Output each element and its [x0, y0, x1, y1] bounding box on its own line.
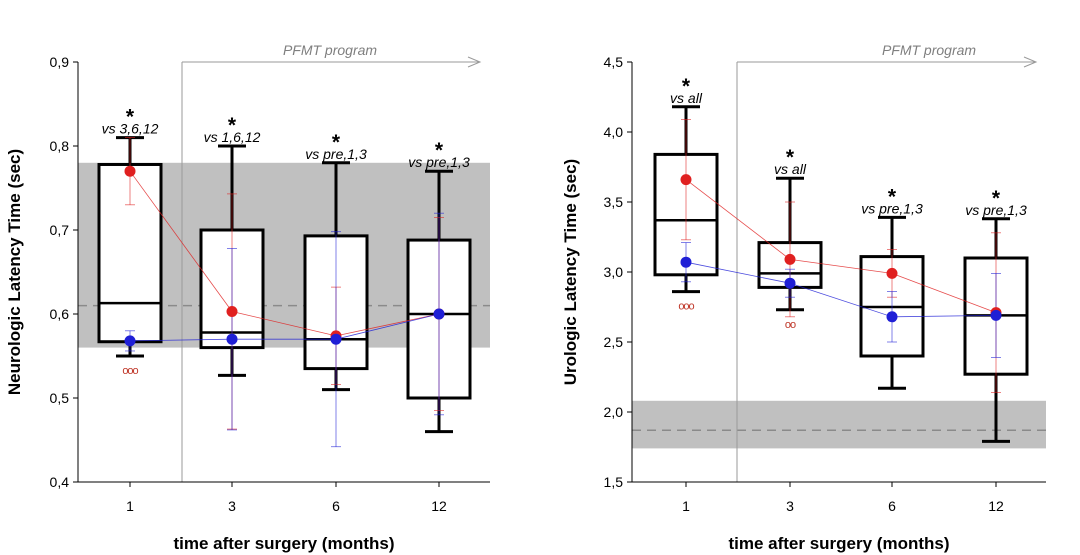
- data-point: [886, 267, 898, 279]
- x-tick-label: 1: [126, 498, 134, 514]
- x-tick-label: 6: [332, 498, 340, 514]
- x-tick-label: 3: [786, 498, 794, 514]
- significance-circles: ooo: [122, 365, 138, 377]
- significance-label: vs all: [670, 90, 703, 106]
- x-axis-label: time after surgery (months): [728, 534, 949, 553]
- x-axis-label: time after surgery (months): [173, 534, 394, 553]
- significance-star: *: [786, 146, 795, 169]
- y-tick-label: 2,0: [604, 404, 624, 420]
- significance-label: vs 1,6,12: [204, 129, 261, 145]
- significance-label: vs pre,1,3: [305, 146, 367, 162]
- y-tick-label: 0,9: [50, 54, 70, 70]
- series-line-segment: [789, 282, 893, 318]
- y-tick-label: 0,5: [50, 390, 70, 406]
- program-label: PFMT program: [283, 42, 377, 58]
- series-line-segment: [685, 261, 791, 284]
- series-line-segment: [129, 170, 233, 312]
- significance-label: vs 3,6,12: [102, 121, 159, 137]
- y-axis-label: Urologic Latency Time (sec): [561, 159, 580, 385]
- y-tick-label: 0,7: [50, 222, 70, 238]
- series-line-segment: [335, 313, 440, 340]
- series-line-segment: [231, 311, 337, 337]
- significance-star: *: [888, 185, 897, 208]
- series-blue: [681, 242, 1001, 358]
- series-line-segment: [129, 338, 233, 342]
- significance-label: vs all: [774, 161, 807, 177]
- data-point: [784, 277, 796, 289]
- significance-circles: ooo: [678, 301, 694, 313]
- data-point: [226, 333, 238, 345]
- significance-label: vs pre,1,3: [861, 200, 923, 216]
- significance-star: *: [126, 106, 135, 129]
- x-tick-label: 1: [682, 498, 690, 514]
- chart-panel-1: PFMT program 0,4 0,5 0,6 0,7 0,8 0,9 1 3 6 12 Neuro…: [5, 42, 490, 553]
- series-line-segment: [335, 313, 440, 337]
- program-arrow-head: [1023, 56, 1038, 68]
- series-line-segment: [891, 273, 997, 313]
- y-tick-label: 0,8: [50, 138, 70, 154]
- y-tick-label: 0,6: [50, 306, 70, 322]
- significance-star: *: [992, 187, 1001, 210]
- x-tick-label: 12: [988, 498, 1004, 514]
- series-line-segment: [685, 179, 791, 260]
- series-line-segment: [891, 315, 997, 318]
- y-tick-label: 3,0: [604, 264, 624, 280]
- data-point: [990, 309, 1002, 321]
- y-axis-label: Neurologic Latency Time (sec): [5, 149, 24, 395]
- y-tick-label: 4,0: [604, 124, 624, 140]
- significance-label: vs pre,1,3: [965, 202, 1027, 218]
- data-point: [124, 335, 136, 347]
- y-tick-label: 3,5: [604, 194, 624, 210]
- y-tick-label: 1,5: [604, 474, 624, 490]
- data-point: [226, 305, 238, 317]
- program-arrow-head: [467, 56, 482, 68]
- significance-star: *: [435, 139, 444, 162]
- x-tick-label: 3: [228, 498, 236, 514]
- x-tick-label: 12: [431, 498, 447, 514]
- y-tick-label: 4,5: [604, 54, 624, 70]
- data-point: [433, 308, 445, 320]
- significance-label: vs pre,1,3: [408, 154, 470, 170]
- data-point: [124, 165, 136, 177]
- y-tick-label: 2,5: [604, 334, 624, 350]
- significance-circles: oo: [785, 319, 796, 331]
- chart-panel-2: PFMT program 1,5 2,0 2,5 3,0 3,5 4,0 4,5 1 3 6 12 Ur…: [561, 42, 1046, 553]
- significance-star: *: [332, 131, 341, 154]
- data-point: [784, 253, 796, 265]
- program-label: PFMT program: [882, 42, 976, 58]
- y-tick-label: 0,4: [50, 474, 70, 490]
- data-point: [886, 311, 898, 323]
- significance-star: *: [682, 75, 691, 98]
- reference-band: [632, 400, 1046, 449]
- data-point: [680, 256, 692, 268]
- data-point: [680, 174, 692, 186]
- x-tick-label: 6: [888, 498, 896, 514]
- series-red: [681, 119, 1001, 393]
- series-line-segment: [789, 259, 893, 274]
- significance-star: *: [228, 114, 237, 137]
- data-point: [330, 333, 342, 345]
